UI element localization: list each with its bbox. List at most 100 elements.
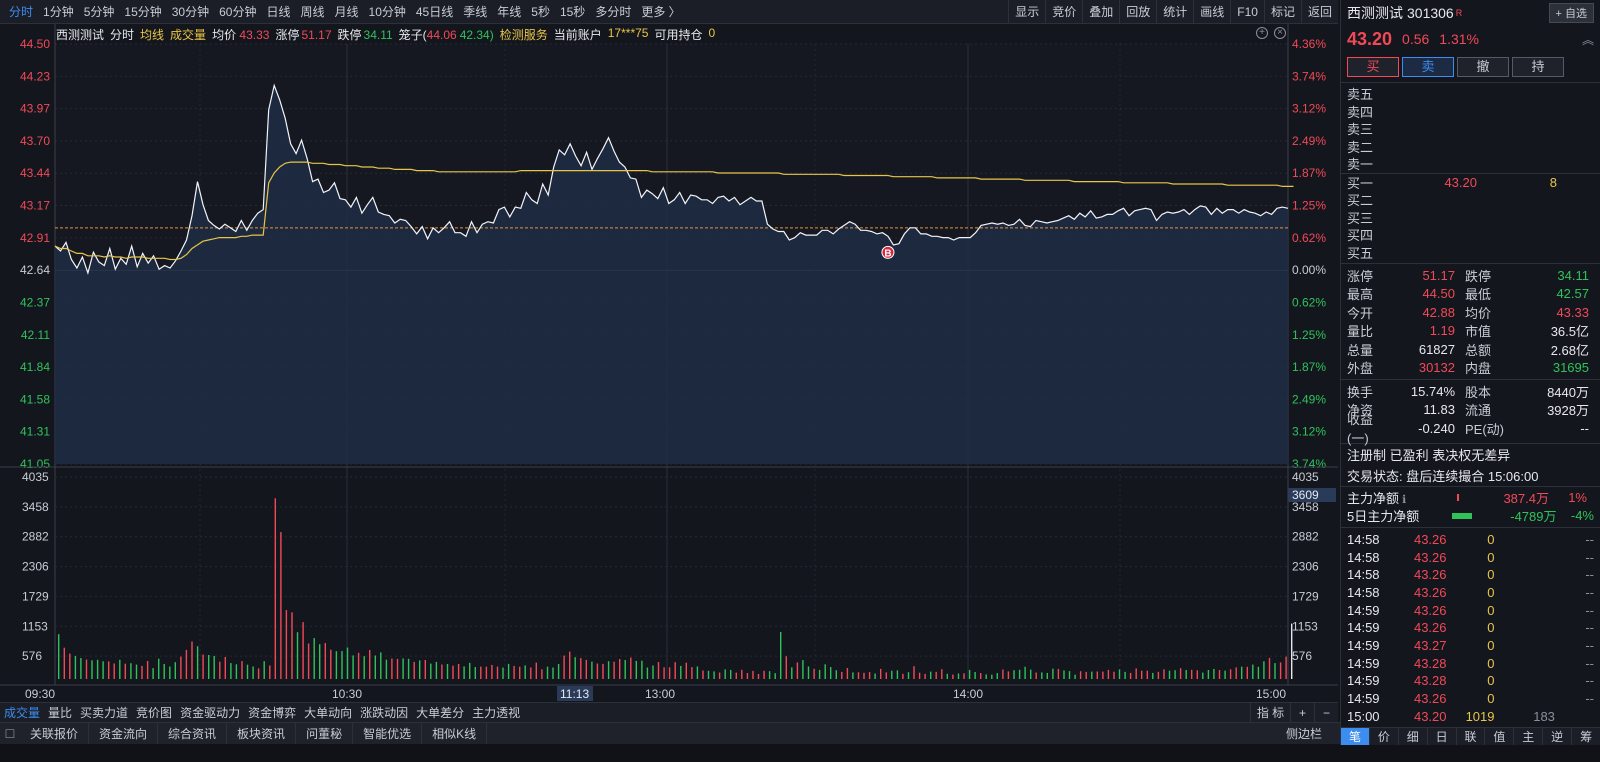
buy-button[interactable]: 买 [1347,57,1399,77]
info-volume-label[interactable]: 成交量 [170,28,207,42]
period-tab-15[interactable]: 多分时 [595,4,632,19]
tool-button-2[interactable]: 叠加 [1082,0,1119,24]
bottom-link-5[interactable]: 智能优选 [353,722,423,745]
bottom-link-1[interactable]: 资金流向 [89,722,159,745]
indicator-tab-4[interactable]: 资金驱动力 [180,705,241,720]
chart-canvas[interactable]: 44.50 4.36% 44.23 3.74% 43.97 3.12% 43.70 2.49%… [0,24,1338,702]
indicator-tab-0[interactable]: 成交量 [4,705,41,720]
order-level-row[interactable]: 卖三 [1341,120,1600,138]
tool-button-4[interactable]: 统计 [1156,0,1193,24]
period-tab-8[interactable]: 月线 [334,4,359,19]
holdings-button[interactable]: 持 [1512,57,1564,77]
info-account[interactable]: 17***75 [607,26,649,40]
panel-tab-2[interactable]: 细 [1399,728,1428,745]
order-level-row[interactable]: 买二 [1341,191,1600,209]
tick-direction: -- [1585,655,1595,671]
period-tab-10[interactable]: 45日线 [415,4,454,19]
period-tab-7[interactable]: 周线 [300,4,325,19]
period-tab-4[interactable]: 30分钟 [171,4,210,19]
collapse-square-icon[interactable]: ☐ [4,726,16,741]
flow-row[interactable]: 主力净额 ℹ 387.4万 1% [1341,489,1600,507]
indicator-tab-2[interactable]: 买卖力道 [80,705,129,720]
zoom-in-icon[interactable]: + [1256,27,1268,39]
period-tab-16[interactable]: 更多 〉 [641,4,681,19]
order-level-row[interactable]: 买一 43.20 8 [1341,174,1600,192]
period-tab-6[interactable]: 日线 [266,4,291,19]
info-detect-service[interactable]: 检测服务 [499,28,548,42]
info-avg-line[interactable]: 均线 [140,28,165,42]
buy-marker-icon[interactable] [881,245,895,259]
panel-tab-5[interactable]: 值 [1485,728,1515,745]
tool-button-8[interactable]: 返回 [1300,0,1338,24]
volume-bar [246,664,249,679]
flow-row[interactable]: 5日主力净额 -4789万 -4% [1341,507,1600,525]
indicator-tab-3[interactable]: 竞价图 [136,705,173,720]
status-strip [0,744,1600,762]
period-tab-5[interactable]: 60分钟 [219,4,257,19]
bottom-link-0[interactable]: 关联报价 [20,722,90,745]
volume-tick-label-right: 2882 [1292,530,1319,544]
indicator-tab-9[interactable]: 主力透视 [472,705,521,720]
period-tab-2[interactable]: 5分钟 [83,4,115,19]
bottom-link-3[interactable]: 板块资讯 [227,722,297,745]
period-tab-0[interactable]: 分时 [9,4,34,19]
volume-bar [269,665,271,679]
limit-up-label: 涨停 [275,28,300,42]
order-level-row[interactable]: 买五 [1341,244,1600,262]
divider [1341,485,1600,487]
panel-tab-6[interactable]: 主 [1514,728,1544,745]
tool-button-6[interactable]: F10 [1230,0,1264,24]
period-tab-11[interactable]: 季线 [463,4,488,19]
bottom-link-2[interactable]: 综合资讯 [158,722,228,745]
bottom-link-4[interactable]: 问董秘 [296,722,354,745]
order-level-row[interactable]: 买四 [1341,226,1600,244]
period-tab-1[interactable]: 1分钟 [43,4,74,19]
volume-bar [880,668,882,679]
volume-bar [463,666,465,679]
tool-button-5[interactable]: 画线 [1193,0,1230,24]
indicator-control-1[interactable]: + [1290,702,1314,723]
period-tab-3[interactable]: 15分钟 [124,4,162,19]
tool-button-1[interactable]: 竞价 [1045,0,1082,24]
sidebar-toggle-button[interactable]: 侧边栏 [1285,727,1322,741]
tick-row: 14:58 43.26 0 -- [1341,584,1600,602]
volume-bar [385,659,388,679]
indicator-tab-7[interactable]: 涨跌动因 [360,705,409,720]
panel-tab-8[interactable]: 筹 [1572,728,1600,745]
cancel-order-button[interactable]: 撤 [1457,57,1509,77]
indicator-control-2[interactable]: − [1314,702,1338,723]
sell-button[interactable]: 卖 [1402,57,1454,77]
indicator-tab-6[interactable]: 大单动向 [304,705,353,720]
indicator-tab-5[interactable]: 资金博弈 [248,705,297,720]
tick-volume: 0 [1487,602,1495,618]
indicator-tab-1[interactable]: 量比 [48,705,73,720]
order-level-row[interactable]: 卖一 [1341,155,1600,173]
panel-tab-7[interactable]: 逆 [1543,728,1573,745]
indicator-control-0[interactable]: 指 标 [1250,702,1290,723]
period-tab-12[interactable]: 年线 [497,4,522,19]
period-tab-13[interactable]: 5秒 [531,4,550,19]
indicator-tab-8[interactable]: 大单差分 [416,705,465,720]
panel-tab-1[interactable]: 价 [1370,728,1399,745]
add-favorite-button[interactable]: + 自选 [1548,3,1594,23]
order-level-row[interactable]: 卖五 [1341,85,1600,103]
order-level-row[interactable]: 卖四 [1341,103,1600,121]
info-icon[interactable]: ℹ [1402,494,1407,506]
capital-flows: 主力净额 ℹ 387.4万 1% 5日主力净额 -4789万 -4% [1341,487,1600,527]
intraday-chart[interactable]: 44.50 4.36% 44.23 3.74% 43.97 3.12% 43.70 2.49%… [0,24,1338,720]
volume-bar [1202,672,1204,679]
order-level-row[interactable]: 卖二 [1341,138,1600,156]
order-level-row[interactable]: 买三 [1341,209,1600,227]
panel-tab-0[interactable]: 笔 [1341,728,1370,745]
panel-tab-4[interactable]: 联 [1457,728,1486,745]
panel-tab-3[interactable]: 日 [1428,728,1457,745]
close-icon[interactable]: × [1274,27,1286,39]
bottom-link-6[interactable]: 相似K线 [422,722,488,745]
volume-bar [557,664,560,679]
tool-button-0[interactable]: 显示 [1008,0,1045,24]
period-tab-14[interactable]: 15秒 [559,4,586,19]
tool-button-3[interactable]: 回放 [1119,0,1156,24]
collapse-up-icon[interactable]: ︽ [1581,32,1594,47]
period-tab-9[interactable]: 10分钟 [368,4,406,19]
tool-button-7[interactable]: 标记 [1263,0,1301,24]
